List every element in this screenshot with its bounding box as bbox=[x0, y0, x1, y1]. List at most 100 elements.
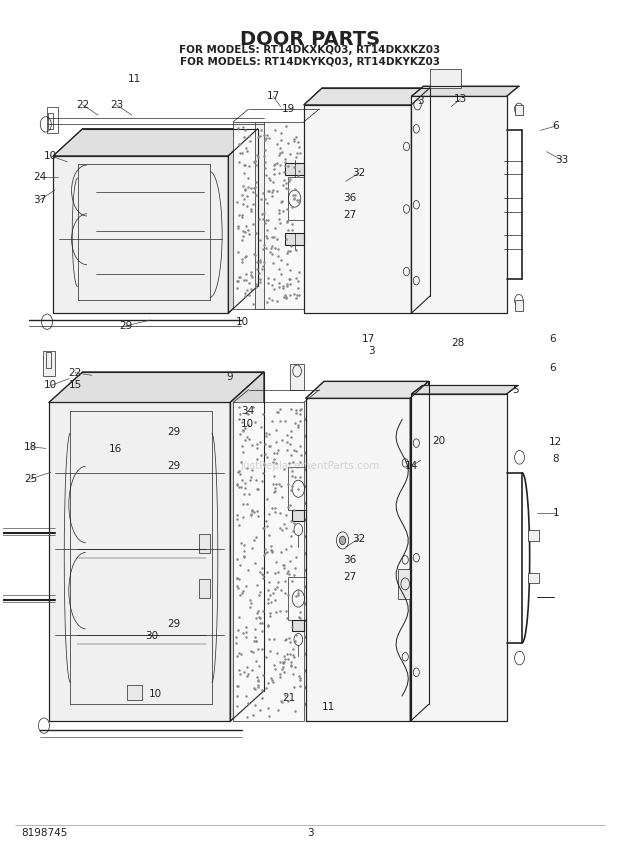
Point bbox=[264, 597, 273, 610]
Point bbox=[280, 152, 290, 166]
Point bbox=[242, 190, 252, 204]
Text: 34: 34 bbox=[241, 406, 254, 416]
Polygon shape bbox=[49, 372, 264, 402]
Point bbox=[252, 675, 262, 688]
Point bbox=[272, 185, 282, 199]
Point bbox=[264, 618, 273, 632]
Point bbox=[233, 581, 243, 595]
Point bbox=[236, 536, 246, 550]
Point bbox=[246, 470, 256, 484]
Point bbox=[293, 419, 303, 432]
Point bbox=[259, 604, 268, 618]
Point bbox=[265, 588, 275, 602]
Point bbox=[262, 196, 272, 210]
Point bbox=[263, 701, 273, 715]
Point bbox=[272, 424, 281, 437]
Point bbox=[253, 681, 263, 694]
Point bbox=[262, 545, 272, 559]
Point bbox=[250, 682, 260, 696]
Bar bbox=[200, 534, 210, 553]
Point bbox=[245, 134, 255, 148]
Text: 11: 11 bbox=[322, 702, 335, 712]
Point bbox=[242, 497, 252, 511]
Point bbox=[236, 558, 246, 572]
Point bbox=[269, 158, 279, 172]
Point bbox=[239, 130, 249, 144]
Text: 15: 15 bbox=[69, 380, 82, 390]
Point bbox=[292, 146, 302, 159]
Point bbox=[232, 571, 242, 585]
Point bbox=[282, 247, 292, 260]
Point bbox=[246, 268, 256, 282]
Point bbox=[281, 508, 291, 521]
Point bbox=[243, 407, 253, 421]
Point bbox=[232, 689, 242, 703]
Point bbox=[272, 555, 281, 568]
Point bbox=[280, 164, 290, 178]
Point bbox=[264, 171, 273, 185]
Point bbox=[234, 155, 244, 169]
Text: 20: 20 bbox=[433, 436, 446, 446]
Point bbox=[237, 233, 247, 247]
Point bbox=[258, 407, 268, 421]
Point bbox=[260, 437, 270, 450]
Point bbox=[275, 670, 285, 684]
Point bbox=[247, 541, 257, 555]
Point bbox=[286, 658, 296, 672]
Point bbox=[260, 448, 270, 461]
Point bbox=[263, 676, 273, 690]
Point bbox=[232, 571, 242, 585]
Point bbox=[240, 481, 250, 495]
Point bbox=[240, 181, 250, 195]
Bar bbox=[288, 177, 304, 220]
Point bbox=[277, 127, 286, 140]
Point bbox=[249, 247, 259, 261]
Point bbox=[268, 478, 278, 491]
Text: 29: 29 bbox=[119, 321, 132, 331]
Point bbox=[257, 207, 267, 221]
Text: JustReplacementParts.com: JustReplacementParts.com bbox=[241, 461, 379, 472]
Point bbox=[232, 552, 242, 566]
Point bbox=[239, 167, 249, 181]
Point bbox=[234, 138, 244, 152]
Point bbox=[296, 448, 306, 461]
Point bbox=[258, 212, 268, 226]
Point bbox=[270, 158, 280, 171]
Point bbox=[231, 699, 241, 713]
Point bbox=[273, 575, 283, 589]
Point bbox=[278, 656, 288, 669]
Point bbox=[265, 609, 275, 622]
Point bbox=[261, 651, 271, 664]
Point bbox=[250, 226, 260, 240]
Text: 19: 19 bbox=[282, 104, 295, 114]
Point bbox=[285, 244, 294, 258]
Point bbox=[293, 274, 303, 288]
Point bbox=[291, 550, 301, 564]
Point bbox=[264, 632, 274, 645]
Point bbox=[249, 155, 259, 169]
Point bbox=[270, 484, 280, 498]
Point bbox=[252, 263, 262, 276]
Point bbox=[257, 642, 267, 656]
Point bbox=[257, 562, 267, 575]
Point bbox=[280, 574, 290, 587]
Point bbox=[275, 141, 285, 155]
Point bbox=[296, 414, 306, 428]
Point bbox=[280, 290, 290, 304]
Point bbox=[247, 507, 257, 520]
Point bbox=[278, 178, 288, 192]
Point bbox=[242, 144, 252, 158]
Point bbox=[291, 628, 301, 642]
Point bbox=[239, 487, 249, 501]
Point bbox=[285, 277, 294, 291]
Point bbox=[239, 627, 249, 640]
Text: 36: 36 bbox=[343, 555, 356, 565]
Point bbox=[259, 238, 269, 252]
Point bbox=[262, 295, 272, 309]
Text: 6: 6 bbox=[549, 334, 556, 344]
Point bbox=[239, 665, 249, 679]
Point bbox=[255, 611, 265, 625]
Point bbox=[287, 469, 297, 483]
Point bbox=[253, 642, 263, 656]
Point bbox=[241, 477, 250, 490]
